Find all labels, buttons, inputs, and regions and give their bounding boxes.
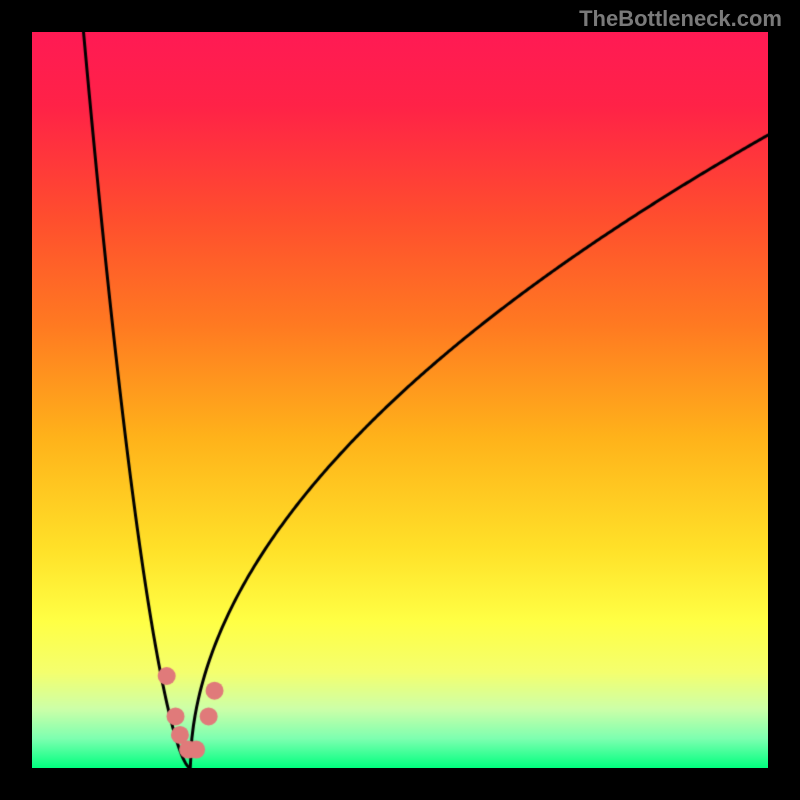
bottleneck-chart-canvas (32, 32, 768, 768)
watermark-text: TheBottleneck.com (579, 6, 782, 32)
chart-stage: TheBottleneck.com (0, 0, 800, 800)
